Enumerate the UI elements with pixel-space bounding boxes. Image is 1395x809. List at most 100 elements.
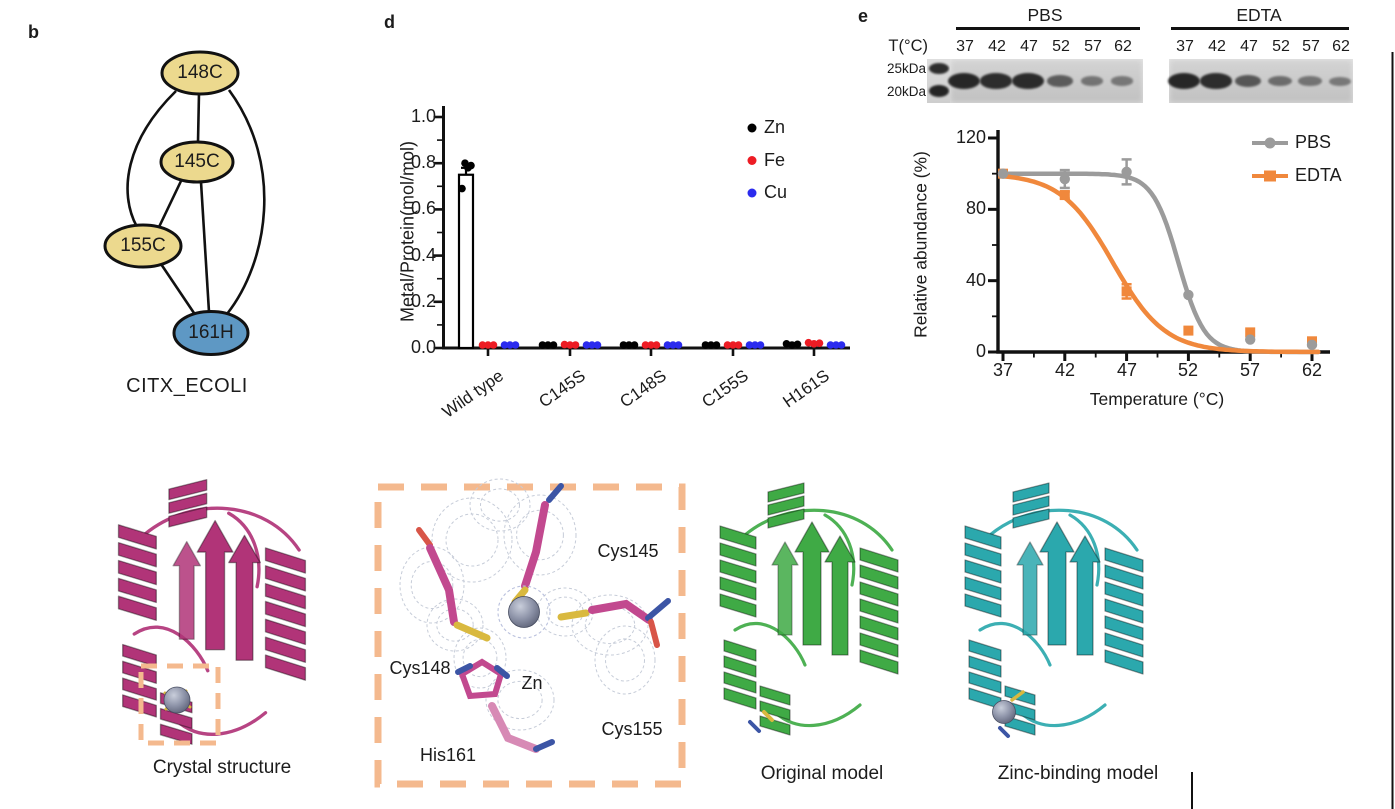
data-point-fe (571, 341, 580, 349)
data-point-fe (647, 341, 655, 349)
gel-image-pbs (948, 59, 1143, 103)
data-point-fe (484, 341, 492, 349)
data-point-cu (511, 341, 520, 349)
data-point-zn (538, 341, 547, 349)
d-ytick: 1.0 (410, 106, 436, 126)
gel-lane: 57 (1302, 38, 1320, 55)
gel-band (980, 73, 1012, 89)
gel-image-edta (1168, 59, 1353, 103)
gel-group-edta: EDTA (1236, 5, 1282, 25)
bar-chart-data (457, 159, 846, 350)
legend-marker-edta (1264, 170, 1276, 182)
data-point-zn (707, 341, 715, 349)
original-model-sidechains (748, 710, 774, 733)
data-point-fe (723, 341, 732, 349)
data-point-zn (549, 341, 558, 349)
data-point-edta (1245, 327, 1256, 338)
data-point-fe (489, 341, 498, 349)
gel-marker-lane (927, 59, 950, 103)
data-point-cu (588, 341, 596, 349)
caption-crystal-structure: Crystal structure (152, 757, 292, 778)
data-point-zn (712, 341, 721, 349)
data-point-zn (619, 341, 628, 349)
data-point-pbs (1245, 334, 1256, 345)
e-ytick: 40 (965, 270, 986, 290)
gel-band (1168, 73, 1200, 89)
residue-network (103, 50, 266, 356)
gel-lane: 52 (1052, 38, 1070, 55)
marker-band-25kda (929, 63, 949, 74)
node-145c (159, 140, 235, 184)
site-label-cys148: Cys148 (389, 658, 451, 678)
d-ytick: 0.8 (410, 152, 436, 172)
data-point-cu (669, 341, 677, 349)
d-ytick: 0.6 (410, 198, 436, 218)
gel-lane: 52 (1272, 38, 1290, 55)
marker-band-20kda (929, 85, 949, 97)
zinc-site-frame (374, 483, 686, 788)
data-point-cu (826, 341, 835, 349)
d-legend-label-zn: Zn (764, 117, 786, 137)
data-point-zn (544, 341, 552, 349)
gel-lane: 37 (1176, 38, 1194, 55)
gel-lane: 42 (1208, 38, 1226, 55)
e-xtick: 57 (1239, 360, 1261, 380)
gel-temperature-label: T(°C) (888, 37, 928, 55)
data-point-zn (630, 341, 639, 349)
d-y-axis-title: Metal/Protein(mol/mol) (397, 140, 418, 323)
gel-group-pbs: PBS (1027, 5, 1063, 25)
pbs-group-line (956, 27, 1140, 30)
gel-band (1047, 75, 1073, 87)
replicate-point (461, 159, 469, 167)
gel-band (1110, 76, 1134, 86)
data-point-fe (815, 339, 824, 347)
node-label-161h: 161H (188, 322, 234, 343)
crystal-zinc-site-inset (138, 663, 221, 746)
data-point-cu (751, 341, 759, 349)
data-point-pbs (1183, 289, 1194, 301)
gel-band (1200, 73, 1232, 89)
site-label-cys145: Cys145 (597, 541, 659, 561)
gel-lane: 62 (1114, 38, 1132, 55)
d-legend-label-fe: Fe (764, 150, 786, 170)
e-y-axis-title: Relative abundance (%) (910, 151, 931, 338)
original-model-ribbon (719, 482, 899, 736)
d-legend-label-cu: Cu (764, 182, 788, 202)
data-point-edta (1059, 190, 1070, 201)
data-point-fe (734, 341, 743, 349)
gel-lane: 62 (1332, 38, 1350, 55)
panel-letter-e: e (858, 6, 869, 26)
node-label-148c: 148C (177, 62, 223, 83)
panel-letter-b: b (28, 22, 39, 42)
data-point-cu (506, 341, 514, 349)
site-label-zn: Zn (521, 673, 543, 693)
d-ytick: 0.0 (410, 337, 436, 357)
line-chart-legend-markers (1252, 137, 1288, 182)
site-label-his161: His161 (419, 745, 477, 765)
replicate-point (458, 184, 466, 193)
data-point-cu (582, 341, 591, 349)
legend-marker-zn (747, 123, 757, 133)
e-xtick: 37 (992, 360, 1014, 380)
gel-band (1298, 76, 1322, 86)
data-point-cu (832, 341, 840, 349)
data-point-cu (674, 341, 683, 349)
data-point-cu (745, 341, 754, 349)
legend-marker-fe (747, 156, 757, 165)
data-point-zn (701, 341, 710, 349)
data-point-cu (756, 341, 765, 349)
gel-band (1012, 73, 1044, 89)
data-point-fe (729, 341, 737, 349)
e-xtick: 42 (1054, 360, 1076, 380)
data-point-fe (641, 341, 650, 349)
bar-chart-axes (433, 106, 850, 356)
node-148c (160, 50, 240, 96)
data-point-pbs (1306, 339, 1318, 351)
legend-marker-pbs (1264, 137, 1276, 149)
edta-group-line (1171, 27, 1349, 30)
gel-lane: 47 (1240, 38, 1258, 55)
data-point-zn (625, 341, 633, 349)
zinc-sphere (508, 596, 540, 628)
replicate-point (467, 161, 475, 170)
